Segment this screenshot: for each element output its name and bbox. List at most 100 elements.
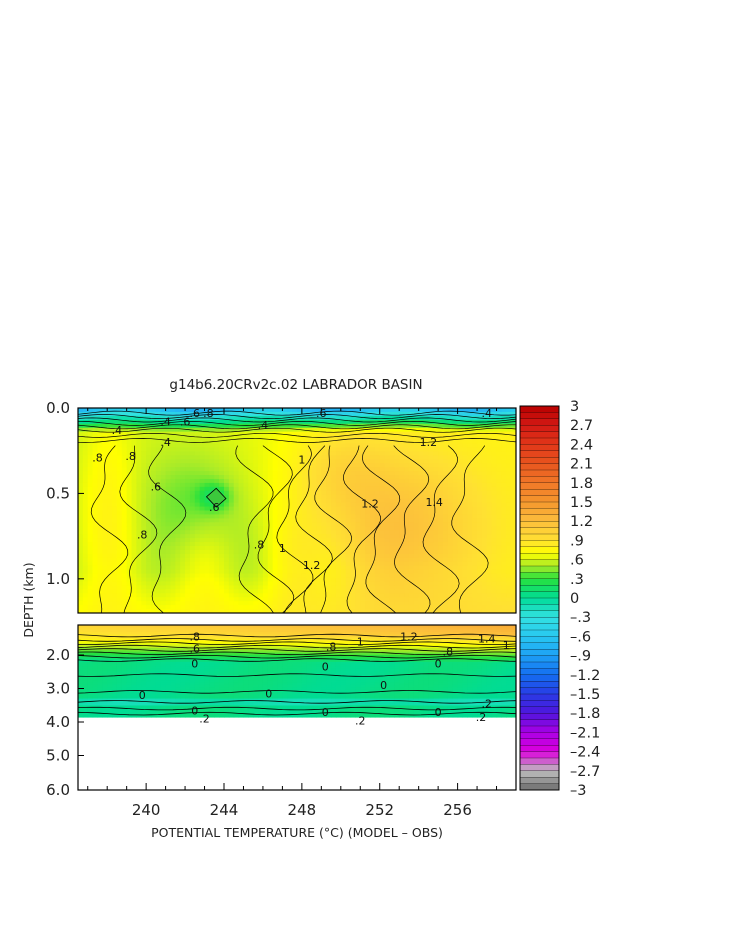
colorbar-swatch [519, 457, 560, 465]
colorbar-swatch [519, 450, 560, 458]
upper-panel-field [78, 408, 516, 613]
lower-panel-frame [77, 624, 517, 791]
upper-panel-frame [77, 407, 517, 614]
contour-label: 0 [380, 679, 387, 692]
colorbar-swatch [519, 597, 560, 605]
colorbar-swatch [519, 521, 560, 529]
colorbar-label: –1.8 [570, 706, 600, 722]
contour-label: .8 [254, 539, 265, 552]
contour-label: 1 [279, 542, 286, 555]
colorbar-swatch [519, 777, 560, 785]
contour-label: .8 [125, 450, 136, 463]
colorbar-label: –2.4 [570, 745, 600, 761]
x-tick-label: 244 [210, 801, 239, 819]
colorbar-swatch [519, 745, 560, 753]
contour-label: 0 [435, 657, 442, 670]
colorbar-swatch [519, 629, 560, 637]
colorbar-swatch [519, 668, 560, 676]
lower-y-ticks: 2.0 3.0 4.0 5.0 6.0 [46, 646, 84, 799]
contour-label: 1 [503, 639, 510, 652]
colorbar-label: –3 [570, 783, 586, 799]
contour-label: .4 [160, 436, 171, 449]
x-axis-label: POTENTIAL TEMPERATURE (°C) (MODEL – OBS) [151, 825, 443, 840]
x-tick-label: 252 [365, 801, 394, 819]
colorbar-swatch [519, 559, 560, 567]
y-tick-label: 1.0 [46, 570, 70, 588]
contour-label: .2 [482, 698, 493, 711]
contour-label: .6 [151, 481, 162, 494]
colorbar-swatch [519, 469, 560, 477]
colorbar-label: –2.7 [570, 764, 600, 780]
contour-label: 1.4 [425, 496, 443, 509]
colorbar-swatch [519, 463, 560, 471]
lower-panel-field [78, 625, 516, 718]
colorbar-swatch [519, 681, 560, 689]
colorbar-swatch [519, 713, 560, 721]
colorbar-swatch [519, 610, 560, 618]
contour-label: 1.2 [400, 631, 418, 644]
colorbar-label: 1.8 [570, 476, 593, 492]
colorbar-label: 2.4 [570, 437, 593, 453]
contour-label: .6 [190, 642, 201, 655]
colorbar-swatch [519, 757, 560, 765]
contour-label: .4 [258, 419, 269, 432]
contour-label: .4 [112, 424, 123, 437]
y-tick-label: 2.0 [46, 646, 70, 664]
colorbar-swatch [519, 501, 560, 509]
colorbar-label: –.6 [570, 629, 591, 645]
colorbar-swatch [519, 553, 560, 561]
colorbar-swatch [519, 546, 560, 554]
contour-label: .8 [137, 528, 148, 541]
colorbar-swatch [519, 649, 560, 657]
colorbar: 3 2.7 2.4 2.1 1.8 1.5 1.2 .9 .6 .3 0 –.3 –.6 –.9 –1.2 –… [519, 399, 600, 799]
contour-label: 1.2 [303, 559, 321, 572]
contour-label: 0 [191, 704, 198, 717]
colorbar-swatch [519, 495, 560, 503]
colorbar-label: .9 [570, 533, 584, 549]
colorbar-swatch [519, 732, 560, 740]
x-tick-label: 248 [288, 801, 317, 819]
colorbar-swatch [519, 700, 560, 708]
colorbar-swatch [519, 412, 560, 420]
contour-label: .2 [476, 711, 487, 724]
colorbar-swatch [519, 578, 560, 586]
colorbar-label: 1.5 [570, 495, 593, 511]
colorbar-swatch [519, 706, 560, 714]
contour-label: .2 [355, 714, 366, 727]
contour-label: 1 [357, 636, 364, 649]
colorbar-swatch [519, 642, 560, 650]
x-tick-label: 256 [443, 801, 472, 819]
contour-label: .8 [190, 631, 201, 644]
colorbar-swatch [519, 674, 560, 682]
colorbar-swatch [519, 572, 560, 580]
colorbar-label: .3 [570, 572, 584, 588]
x-ticks: 240 244 248 252 256 [87, 408, 498, 819]
contour-label: 0 [139, 689, 146, 702]
colorbar-swatch [519, 533, 560, 541]
contour-label: .2 [199, 713, 210, 726]
colorbar-swatch [519, 719, 560, 727]
colorbar-label: 2.1 [570, 457, 593, 473]
chart-title: g14b6.20CRv2c.02 LABRADOR BASIN [169, 377, 422, 393]
colorbar-swatch [519, 437, 560, 445]
colorbar-swatch [519, 661, 560, 669]
x-tick-label: 240 [132, 801, 161, 819]
colorbar-label: 1.2 [570, 514, 593, 530]
colorbar-swatch [519, 489, 560, 497]
colorbar-swatch [519, 655, 560, 663]
y-tick-label: 0.0 [46, 399, 70, 417]
colorbar-swatch [519, 783, 560, 791]
colorbar-swatch [519, 565, 560, 573]
colorbar-swatch [519, 444, 560, 452]
colorbar-frame [519, 405, 560, 791]
contour-label: 0 [191, 657, 198, 670]
colorbar-swatch [519, 508, 560, 516]
colorbar-swatch [519, 514, 560, 522]
colorbar-swatch [519, 482, 560, 490]
upper-y-ticks: 0.0 0.5 1.0 [46, 399, 84, 588]
colorbar-swatch [519, 687, 560, 695]
contour-label: 1 [298, 453, 305, 466]
colorbar-swatch [519, 431, 560, 439]
colorbar-label: –2.1 [570, 725, 600, 741]
contour-label: .8 [443, 646, 454, 659]
